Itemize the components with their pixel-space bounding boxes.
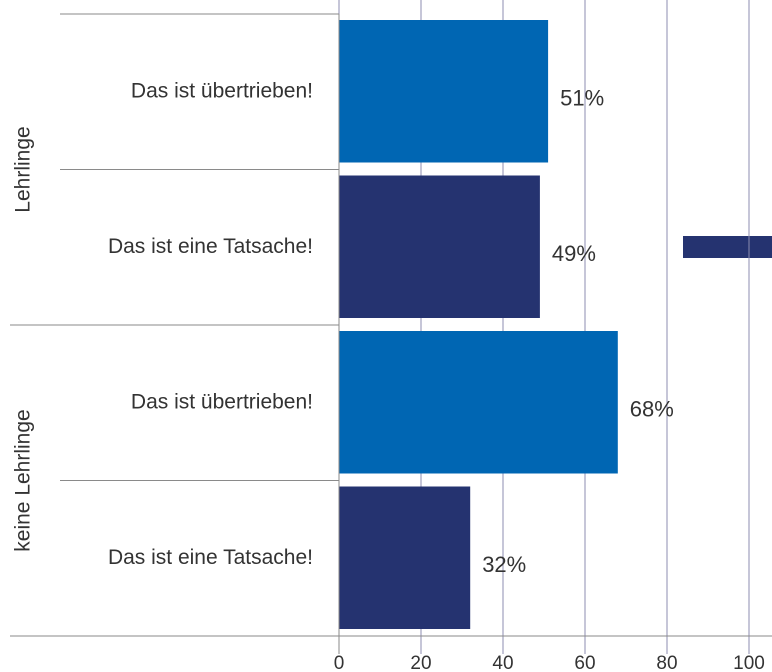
x-tick-label: 0: [334, 653, 345, 672]
value-label: 32%: [482, 552, 526, 577]
category-label: Das ist eine Tatsache!: [108, 546, 313, 569]
x-tick-label: 20: [410, 653, 431, 672]
x-tick-label: 40: [492, 653, 513, 672]
value-label: 49%: [552, 241, 596, 266]
bar: [339, 331, 618, 474]
x-tick-label: 100: [733, 653, 765, 672]
x-tick-label: 80: [656, 653, 677, 672]
category-label: Das ist übertrieben!: [131, 390, 313, 413]
bar: [339, 486, 471, 629]
legend-swatch: [683, 236, 772, 258]
group-label: Lehrlinge: [12, 126, 35, 212]
group-label: keine Lehrlinge: [12, 409, 35, 551]
x-tick-label: 60: [574, 653, 595, 672]
value-label: 68%: [630, 397, 674, 422]
bar: [339, 20, 549, 163]
bar: [339, 175, 540, 318]
category-label: Das ist übertrieben!: [131, 79, 313, 102]
category-label: Das ist eine Tatsache!: [108, 235, 313, 258]
value-label: 51%: [560, 86, 604, 111]
